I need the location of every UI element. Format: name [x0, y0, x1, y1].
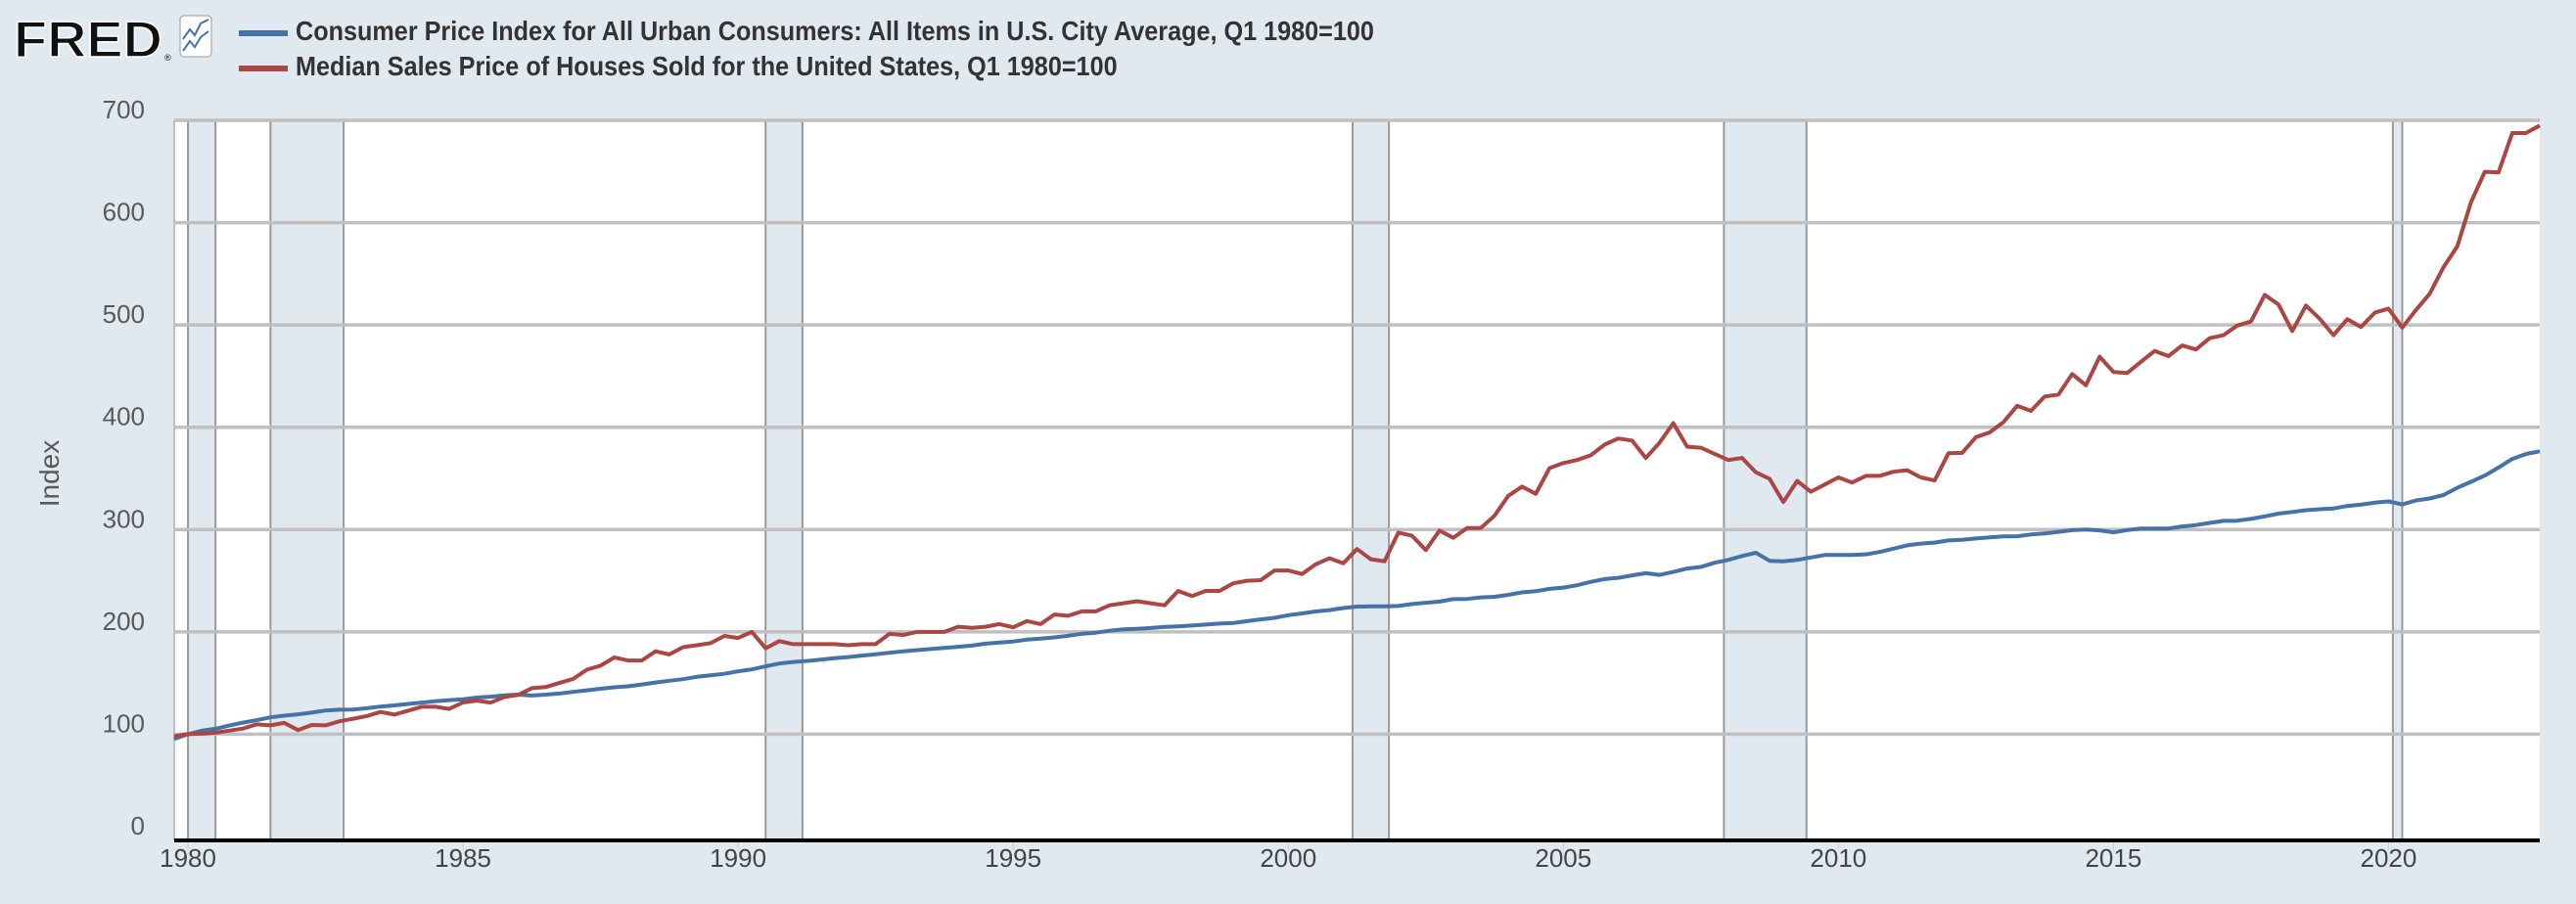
- x-tick-label: 1985: [435, 843, 491, 873]
- y-tick-label: 500: [103, 299, 145, 329]
- x-tick-label: 2015: [2085, 843, 2141, 873]
- y-tick-label: 200: [103, 607, 145, 636]
- x-tick-label: 1995: [985, 843, 1041, 873]
- recession-band: [765, 120, 803, 840]
- y-tick-label: 100: [103, 708, 145, 738]
- x-tick-label: 2020: [2361, 843, 2417, 873]
- y-tick-label: 700: [103, 95, 145, 124]
- y-tick-label: 0: [131, 811, 145, 840]
- recession-band: [270, 120, 345, 840]
- housing-price-series-points: [173, 125, 2541, 737]
- x-tick-label: 2000: [1260, 843, 1316, 873]
- x-tick-label: 2010: [1810, 843, 1866, 873]
- x-tick-label: 1990: [710, 843, 766, 873]
- legend-label-housing: Median Sales Price of Houses Sold for th…: [296, 51, 1118, 81]
- chart-logo-icon: [179, 15, 212, 58]
- recession-band: [188, 120, 216, 840]
- svg-text:FRED: FRED: [14, 12, 162, 63]
- legend-swatch-housing: [239, 66, 288, 71]
- y-tick-label: 400: [103, 402, 145, 431]
- y-axis-title: Index: [34, 440, 65, 508]
- cpi-series-points: [173, 451, 2541, 740]
- recession-band: [2392, 120, 2403, 840]
- y-tick-label: 600: [103, 198, 145, 227]
- fred-logo[interactable]: FRED ®: [14, 12, 229, 63]
- recession-band: [1353, 120, 1390, 840]
- x-tick-label: 1980: [160, 843, 216, 873]
- y-tick-label: 300: [103, 504, 145, 533]
- recession-band: [1724, 120, 1807, 840]
- legend-swatch-cpi: [239, 30, 288, 36]
- x-tick-label: 2005: [1535, 843, 1591, 873]
- svg-text:®: ®: [164, 53, 171, 63]
- legend-label-cpi: Consumer Price Index for All Urban Consu…: [296, 16, 1374, 46]
